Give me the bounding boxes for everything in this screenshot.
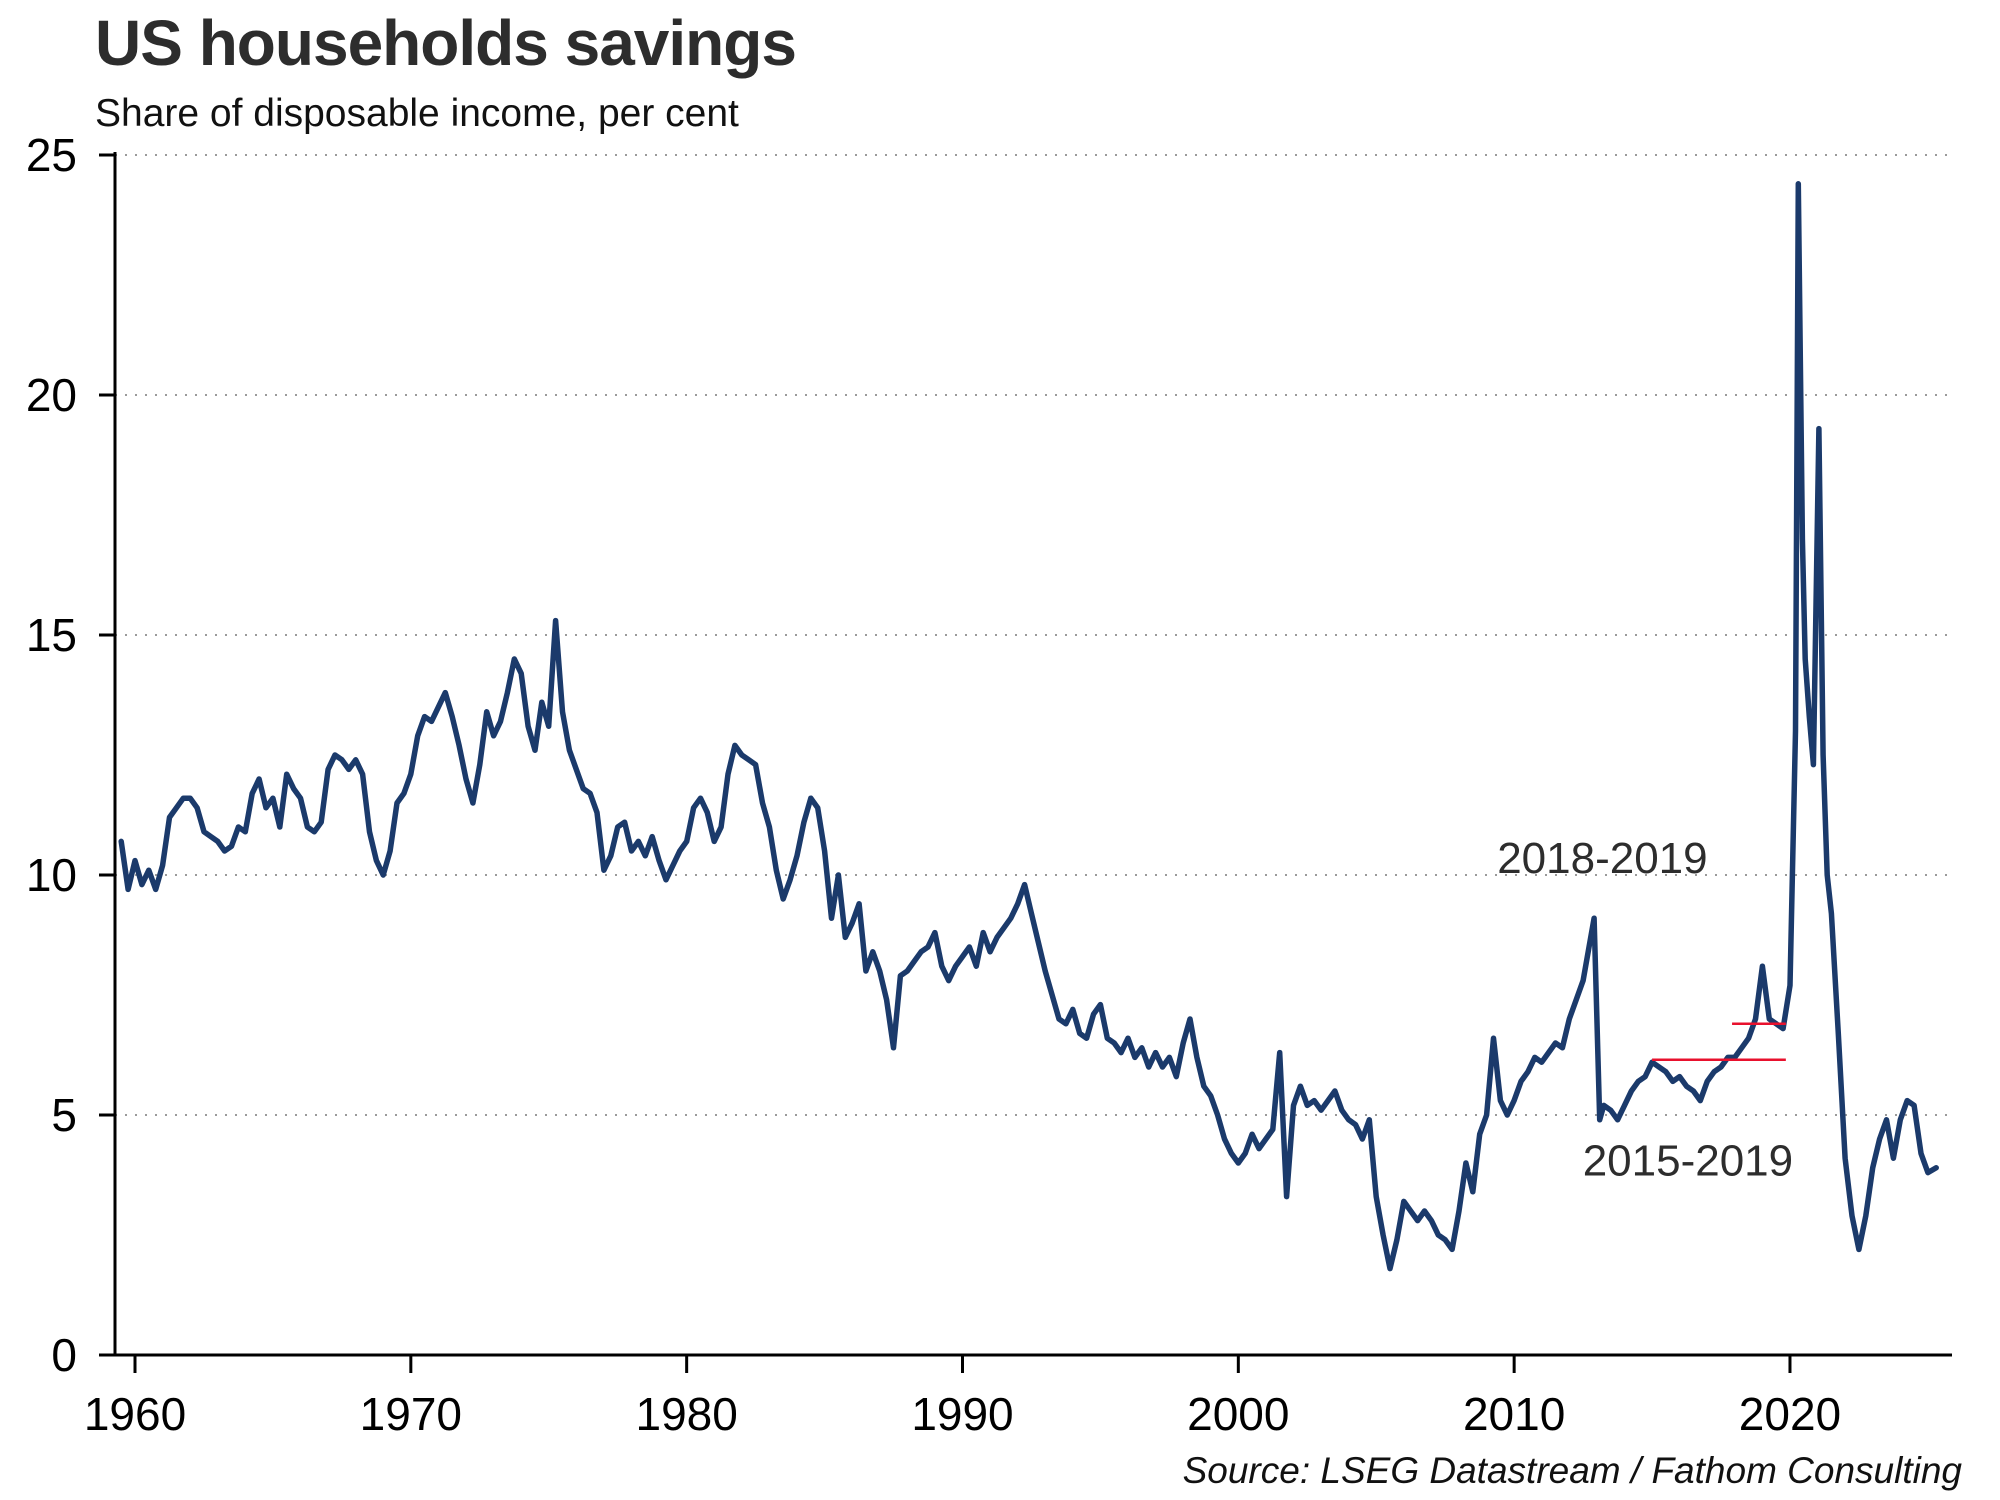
chart-subtitle: Share of disposable income, per cent xyxy=(95,92,739,135)
y-tick-label-10: 10 xyxy=(26,849,77,901)
x-tick-label-2000: 2000 xyxy=(1187,1388,1289,1440)
annotation-label-2018-2019: 2018-2019 xyxy=(1497,834,1707,883)
y-tick-label-0: 0 xyxy=(51,1329,77,1381)
y-tick-label-15: 15 xyxy=(26,609,77,661)
x-tick-label-2010: 2010 xyxy=(1463,1388,1565,1440)
chart-title: US households savings xyxy=(95,7,797,79)
savings-rate-line xyxy=(118,181,1939,1272)
x-tick-label-1960: 1960 xyxy=(84,1388,186,1440)
x-tick-label-2020: 2020 xyxy=(1739,1388,1841,1440)
y-tick-label-25: 25 xyxy=(26,129,77,181)
annotation-label-2015-2019: 2015-2019 xyxy=(1583,1137,1793,1186)
y-tick-label-5: 5 xyxy=(51,1089,77,1141)
x-tick-label-1980: 1980 xyxy=(635,1388,737,1440)
y-tick-label-20: 20 xyxy=(26,369,77,421)
x-tick-label-1970: 1970 xyxy=(360,1388,462,1440)
source-credit: Source: LSEG Datastream / Fathom Consult… xyxy=(1182,1450,1962,1491)
x-tick-label-1990: 1990 xyxy=(911,1388,1013,1440)
